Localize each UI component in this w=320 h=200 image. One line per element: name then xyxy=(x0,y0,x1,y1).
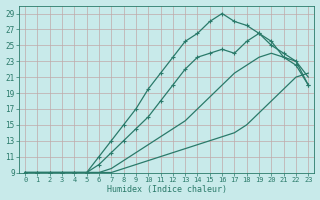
X-axis label: Humidex (Indice chaleur): Humidex (Indice chaleur) xyxy=(107,185,227,194)
